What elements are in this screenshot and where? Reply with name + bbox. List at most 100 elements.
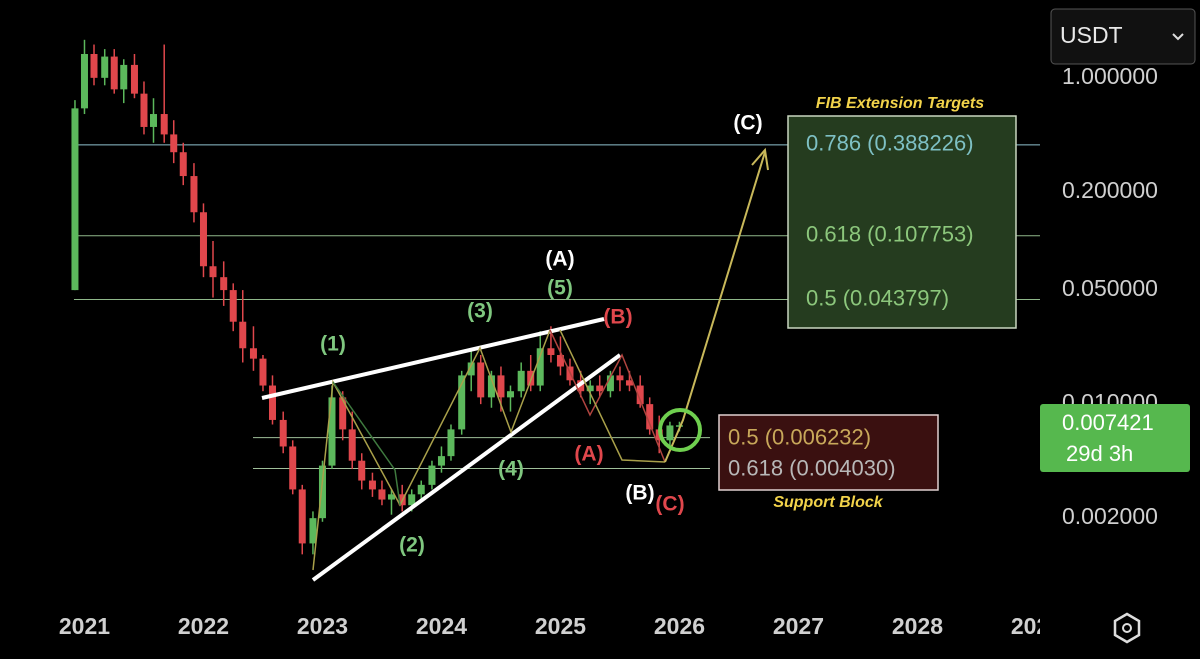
axes-layer: 1.0000000.2000000.0500000.0100000.002000… bbox=[59, 63, 1158, 639]
wave-label: (3) bbox=[467, 300, 493, 323]
currency-dropdown[interactable] bbox=[1050, 8, 1196, 65]
candle-body bbox=[506, 391, 514, 398]
candle-body bbox=[140, 93, 148, 127]
fib-title: FIB Extension Targets bbox=[816, 95, 984, 112]
candle-body bbox=[170, 134, 178, 153]
x-tick-label: 2026 bbox=[654, 613, 705, 639]
countdown: 29d 3h bbox=[1066, 441, 1133, 466]
candle-body bbox=[160, 114, 168, 135]
candle-body bbox=[298, 489, 306, 544]
candle-body bbox=[110, 56, 118, 90]
candle-body bbox=[417, 484, 425, 495]
impulse-wave bbox=[312, 329, 551, 571]
candle-body bbox=[130, 64, 138, 94]
support-label: 0.618 (0.004030) bbox=[728, 455, 896, 480]
x-tick-label: 2021 bbox=[59, 613, 110, 639]
wave-label: (B) bbox=[603, 306, 632, 329]
candle-body bbox=[309, 518, 317, 544]
candle-body bbox=[150, 114, 158, 127]
candle-body bbox=[318, 465, 326, 519]
y-tick-label: 0.002000 bbox=[1062, 503, 1158, 529]
x-tick-label: 2024 bbox=[416, 613, 467, 639]
candle-body bbox=[229, 290, 237, 322]
wave-label: (C) bbox=[655, 493, 684, 516]
currency-label[interactable]: USDT bbox=[1060, 22, 1123, 48]
wave-label: (2) bbox=[399, 534, 425, 557]
wave-label: (A) bbox=[545, 248, 574, 271]
candle-body bbox=[358, 460, 366, 481]
y-tick-label: 0.200000 bbox=[1062, 177, 1158, 203]
fib-label: 0.786 (0.388226) bbox=[806, 131, 974, 156]
candle-body bbox=[428, 465, 436, 485]
candle-body bbox=[487, 375, 495, 398]
candle-body bbox=[596, 385, 604, 392]
x-tick-label: 2028 bbox=[892, 613, 943, 639]
candle-body bbox=[249, 348, 257, 359]
candle-body bbox=[527, 370, 535, 386]
candle-body bbox=[547, 348, 555, 356]
wave-label: (5) bbox=[547, 277, 573, 300]
wave-lines bbox=[261, 147, 769, 582]
x-tick-label: 2029 bbox=[1011, 613, 1062, 639]
x-tick-label: 2023 bbox=[297, 613, 348, 639]
candle-body bbox=[636, 385, 644, 405]
wave-label: (4) bbox=[498, 458, 524, 481]
settings-button-dot[interactable] bbox=[1122, 623, 1132, 633]
candle-body bbox=[190, 176, 198, 213]
candle-body bbox=[517, 370, 525, 392]
candle-body bbox=[497, 375, 505, 398]
candle-body bbox=[101, 56, 109, 78]
dropdown-caret[interactable] bbox=[1172, 33, 1184, 41]
candle-body bbox=[328, 397, 336, 466]
candle-body bbox=[666, 425, 674, 441]
candle-body bbox=[239, 321, 247, 349]
candle-body bbox=[616, 375, 624, 381]
candle-body bbox=[268, 385, 276, 420]
candle-body bbox=[437, 456, 445, 466]
candle-body bbox=[387, 494, 395, 500]
wave-label: (1) bbox=[320, 333, 346, 356]
settings-button[interactable] bbox=[1113, 612, 1141, 644]
candle-body bbox=[625, 380, 633, 386]
candle-body bbox=[447, 429, 455, 457]
candle-body bbox=[71, 108, 79, 291]
channel-top bbox=[261, 317, 605, 400]
candle-body bbox=[586, 385, 594, 392]
candle-body bbox=[606, 375, 614, 392]
candle-body bbox=[458, 375, 466, 430]
x-tick-label: 2025 bbox=[535, 613, 586, 639]
y-tick-label: 1.000000 bbox=[1062, 63, 1158, 89]
x-tick-label: 2022 bbox=[178, 613, 229, 639]
support-box bbox=[718, 414, 939, 491]
candle-body bbox=[477, 362, 485, 398]
candle-body bbox=[408, 494, 416, 506]
highlight-circle bbox=[658, 408, 702, 452]
correction-wave bbox=[549, 329, 666, 463]
y-tick-label: 0.050000 bbox=[1062, 275, 1158, 301]
x-axis: 2021 2022 2023 2024 2025 2026 2027 2028 2029 bbox=[59, 613, 1062, 639]
candle-body bbox=[199, 212, 207, 267]
price-tag bbox=[1040, 404, 1190, 472]
annotations-layer: 0.786 (0.388226) 0.618 (0.107753) 0.5 (0.0… bbox=[320, 112, 973, 557]
x-tick-label: 2027 bbox=[773, 613, 824, 639]
candle-body bbox=[209, 266, 217, 278]
projection-arrow bbox=[751, 147, 769, 171]
candle-body bbox=[90, 53, 98, 78]
wave-label: (A) bbox=[574, 443, 603, 466]
candle-body bbox=[80, 53, 88, 109]
candle-body bbox=[467, 362, 475, 376]
fib-label: 0.618 (0.107753) bbox=[806, 222, 974, 247]
wave-label: (B) bbox=[625, 482, 654, 505]
candle-body bbox=[120, 64, 128, 90]
candle-body bbox=[220, 277, 228, 291]
candle-body bbox=[536, 348, 544, 386]
sub-wave bbox=[332, 381, 401, 506]
candle-body bbox=[179, 152, 187, 177]
candle-body bbox=[259, 358, 267, 386]
candle-body bbox=[646, 404, 654, 430]
last-price: 0.007421 bbox=[1062, 410, 1154, 435]
candle-body bbox=[556, 355, 564, 367]
support-label: 0.5 (0.006232) bbox=[728, 424, 871, 449]
candle-body bbox=[339, 397, 347, 430]
